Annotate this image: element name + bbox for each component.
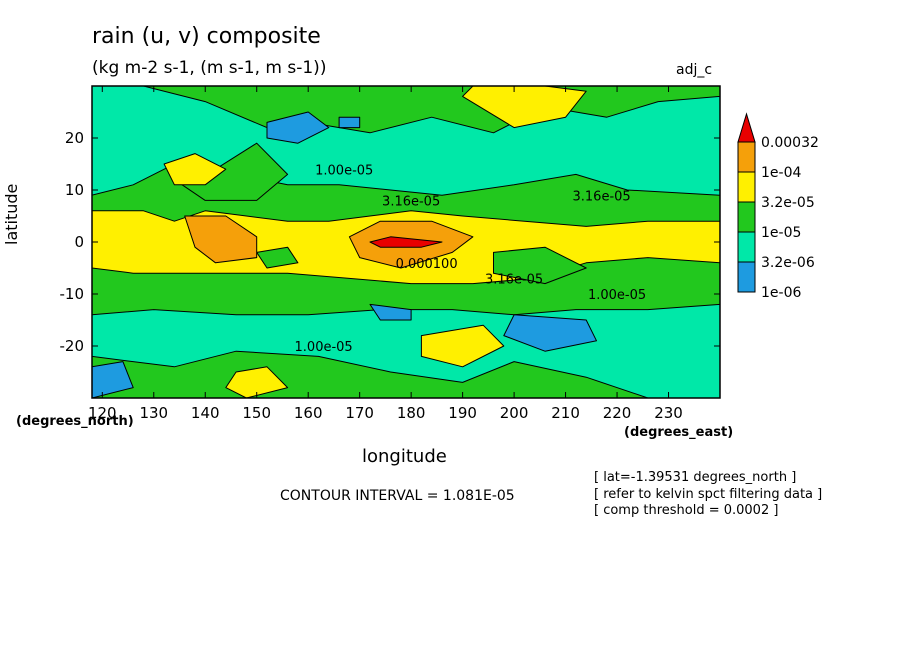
legend-label-3: 1e-05 [761,225,801,241]
contour-region-8 [420,324,505,368]
x-tick-label-7: 190 [448,404,477,422]
legend-swatch-4 [737,261,756,293]
x-tick-label-6: 180 [397,404,426,422]
chart-title: rain (u, v) composite [92,24,321,49]
chart-units: (kg m-2 s-1, (m s-1, m s-1)) [92,58,327,78]
x-tick-label-1: 130 [139,404,168,422]
y-tick-label-1: 10 [65,181,84,199]
note-source: [ refer to kelvin spct filtering data ] [594,487,823,502]
x-tick-label-5: 170 [345,404,374,422]
contour-region-14 [369,303,412,321]
x-tick-label-4: 160 [294,404,323,422]
x-tick-label-10: 220 [603,404,632,422]
legend-label-4: 3.2e-06 [761,255,815,271]
contour-label-0: 1.00e-05 [315,163,373,178]
y-axis-title: latitude [2,183,21,245]
legend-swatch-3 [737,231,756,263]
contour-label-2: 3.16e-05 [573,189,631,204]
legend-swatch-1 [737,171,756,203]
y-tick-label-4: -20 [60,337,85,355]
contour-label-3: 0.000100 [396,257,458,272]
x-tick-label-9: 210 [551,404,580,422]
x-tick-label-11: 230 [654,404,683,422]
contour-region-11 [256,246,299,269]
x-axis-title: longitude [362,446,447,467]
color-legend: 0.00032 1e-04 3.2e-05 1e-05 3.2e-06 1e-06 [737,112,819,301]
x-tick-label-3: 150 [242,404,271,422]
y-tick-label-0: 20 [65,129,84,147]
y-axis: 20 10 0 -10 -20 [60,129,720,355]
x-axis: 120 130 140 150 160 170 180 190 200 210 220 230 [88,86,683,422]
y-tick-label-3: -10 [60,285,85,303]
note-threshold: [ comp threshold = 0.0002 ] [594,503,779,518]
contour-region-12 [266,111,330,144]
legend-label-2: 3.2e-05 [761,195,815,211]
legend-label-5: 1e-06 [761,285,801,301]
contour-region-7 [163,153,227,186]
legend-label-1: 1e-04 [761,165,801,181]
contour-label-4: 3.16e-05 [485,273,543,288]
contour-fills [92,86,720,398]
y-tick-label-2: 0 [74,233,84,251]
legend-swatch-2 [737,201,756,233]
contour-label-1: 3.16e-05 [382,195,440,210]
contour-region-19 [369,236,443,248]
legend-arrow [737,112,756,143]
legend-swatch-0 [737,141,756,173]
contour-region-16 [338,116,361,129]
contour-region-10 [493,246,587,285]
contour-region-6 [462,86,587,129]
contour-labels: 1.00e-05 3.16e-05 3.16e-05 0.000100 3.16e-05… [295,163,647,355]
contour-region-13 [503,314,597,352]
dataset-tag: adj_c [676,62,713,78]
contour-region-15 [92,361,134,398]
contour-region-17 [184,215,258,264]
contour-label-5: 1.00e-05 [588,288,646,303]
note-latitude: [ lat=-1.39531 degrees_north ] [594,470,797,485]
x-tick-label-2: 140 [191,404,220,422]
contour-interval: CONTOUR INTERVAL = 1.081E-05 [280,488,515,504]
contour-region-9 [225,366,289,398]
y-axis-unit: (degrees_north) [16,414,134,429]
x-tick-label-8: 200 [500,404,529,422]
contour-label-6: 1.00e-05 [295,340,353,355]
x-tick-label-0: 120 [88,404,117,422]
x-axis-unit: (degrees_east) [624,425,734,440]
legend-label-0: 0.00032 [761,135,819,151]
